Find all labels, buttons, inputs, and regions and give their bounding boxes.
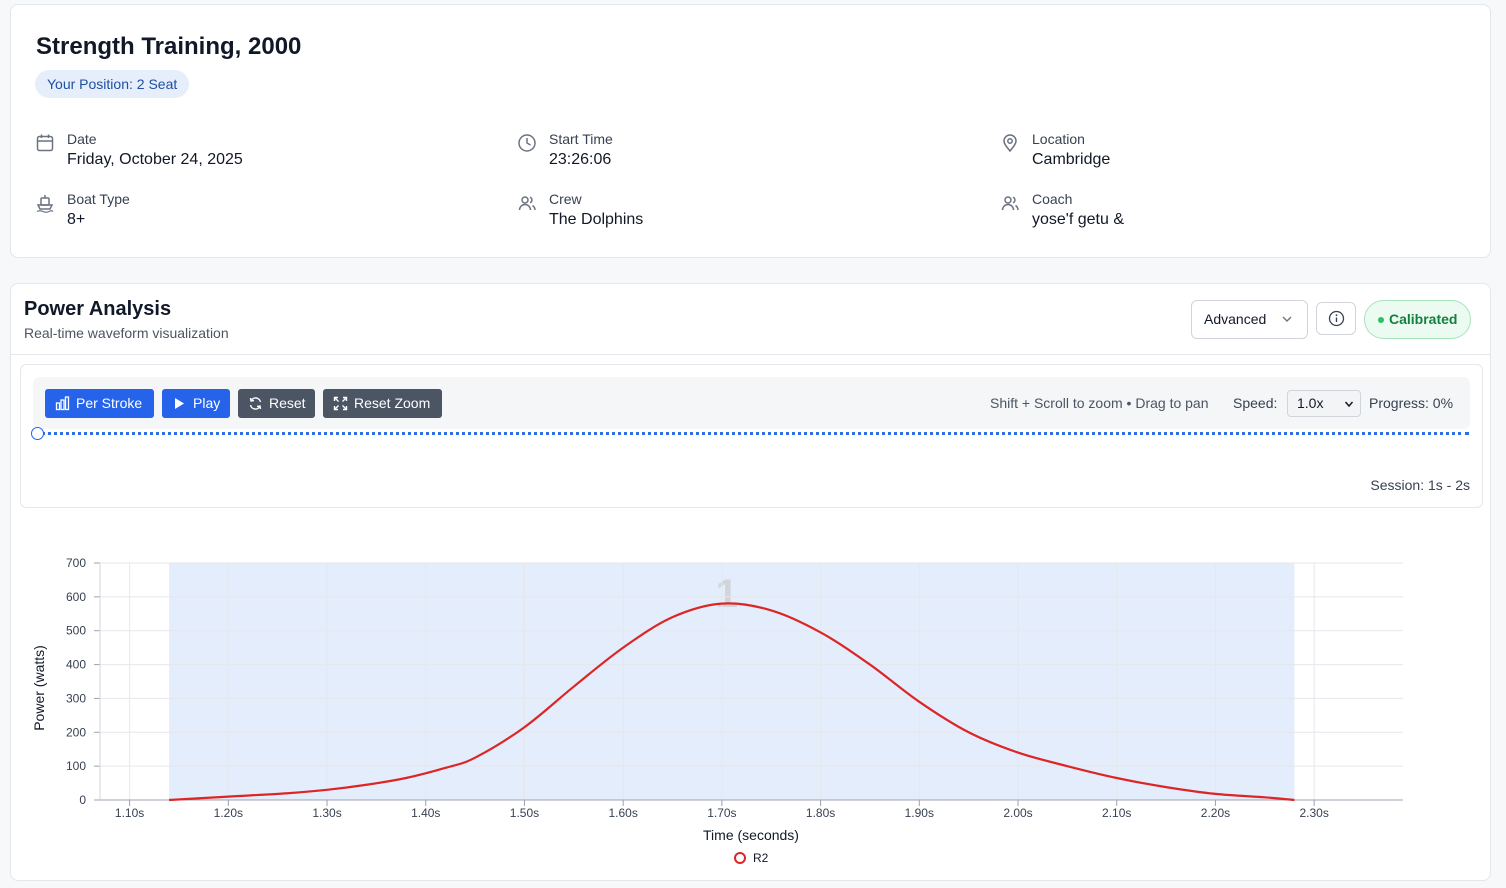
map-pin-icon: [1003, 134, 1017, 153]
y-tick-label: 200: [66, 725, 86, 739]
chevron-down-icon: [1344, 401, 1354, 408]
playback-controls: Per Stroke Play Reset: [20, 364, 1483, 508]
reset-label: Reset: [269, 395, 306, 411]
users-icon: [1001, 196, 1019, 211]
mode-select[interactable]: Advanced: [1191, 300, 1308, 339]
legend[interactable]: R2: [734, 851, 769, 865]
reset-button[interactable]: Reset: [238, 389, 315, 418]
x-tick-label: 1.60s: [608, 806, 637, 820]
status-dot-icon: [1378, 317, 1384, 323]
mode-select-value: Advanced: [1204, 311, 1267, 327]
power-analysis-card: Power Analysis Real-time waveform visual…: [10, 283, 1491, 881]
y-tick-label: 100: [66, 759, 86, 773]
status-badge-label: Calibrated: [1389, 311, 1458, 327]
progress-thumb[interactable]: [31, 427, 44, 440]
power-chart[interactable]: 1 0 100 200 300 400 500 600 700 1.10s 1.20s 1.30s 1…: [11, 540, 1490, 880]
y-tick-label: 0: [79, 793, 86, 807]
info-value: yose'f getu &: [1032, 211, 1124, 228]
stroke-number-label: 1: [716, 572, 738, 616]
info-label: Start Time: [549, 131, 613, 147]
y-axis-label: Power (watts): [31, 645, 47, 731]
users-icon: [518, 196, 536, 211]
info-label: Location: [1032, 131, 1085, 147]
y-tick-label: 500: [66, 624, 86, 638]
y-tick-label: 700: [66, 556, 86, 570]
calendar-icon: [36, 134, 54, 152]
y-tick-label: 400: [66, 658, 86, 672]
session-card: Strength Training, 2000 Your Position: 2…: [10, 4, 1491, 258]
x-tick-label: 1.80s: [806, 806, 835, 820]
x-tick-label: 1.10s: [115, 806, 144, 820]
x-tick-label: 2.20s: [1201, 806, 1230, 820]
x-tick-label: 1.20s: [214, 806, 243, 820]
divider: [11, 354, 1490, 355]
y-tick-label: 600: [66, 590, 86, 604]
x-tick-label: 2.30s: [1299, 806, 1328, 820]
play-icon: [175, 398, 184, 409]
page-title: Strength Training, 2000: [36, 33, 302, 60]
progress-label: Progress: 0%: [1369, 395, 1454, 411]
info-label: Coach: [1032, 191, 1073, 207]
x-tick-label: 1.30s: [312, 806, 341, 820]
x-tick-label: 2.00s: [1003, 806, 1032, 820]
legend-marker-r2: [734, 852, 746, 864]
play-button[interactable]: Play: [162, 389, 230, 418]
zoom-hint: Shift + Scroll to zoom • Drag to pan: [990, 395, 1209, 411]
boat-icon: [36, 195, 54, 213]
info-button[interactable]: [1316, 302, 1356, 335]
bar-chart-icon: [55, 396, 70, 411]
info-label: Date: [67, 131, 97, 147]
section-title: Power Analysis: [24, 298, 172, 320]
speed-select[interactable]: 1.0x: [1287, 390, 1361, 417]
position-badge: Your Position: 2 Seat: [35, 70, 190, 98]
section-subtitle: Real-time waveform visualization: [24, 325, 229, 341]
reset-zoom-label: Reset Zoom: [354, 395, 431, 411]
info-label: Boat Type: [67, 191, 130, 207]
toolbar: Per Stroke Play Reset: [33, 377, 1470, 429]
info-value: Friday, October 24, 2025: [67, 151, 243, 168]
x-tick-label: 1.70s: [707, 806, 736, 820]
info-value: Cambridge: [1032, 151, 1111, 168]
maximize-icon: [333, 396, 348, 411]
refresh-icon: [249, 397, 262, 410]
x-tick-label: 1.50s: [510, 806, 539, 820]
speed-select-value: 1.0x: [1297, 395, 1324, 411]
x-axis-label: Time (seconds): [703, 827, 799, 843]
progress-slider[interactable]: [31, 427, 1469, 440]
speed-label: Speed:: [1233, 395, 1278, 411]
legend-label: R2: [753, 851, 769, 865]
session-range: Session: 1s - 2s: [1370, 477, 1470, 493]
x-tick-label: 2.10s: [1102, 806, 1131, 820]
chevron-down-icon: [1282, 316, 1292, 322]
play-label: Play: [193, 395, 221, 411]
x-tick-label: 1.40s: [411, 806, 440, 820]
status-badge: Calibrated: [1364, 300, 1471, 339]
reset-zoom-button[interactable]: Reset Zoom: [323, 389, 442, 418]
info-label: Crew: [549, 191, 582, 207]
per-stroke-button[interactable]: Per Stroke: [45, 389, 154, 418]
clock-icon: [518, 134, 536, 152]
per-stroke-label: Per Stroke: [76, 395, 143, 411]
info-value: 8+: [67, 211, 86, 228]
x-tick-label: 1.90s: [905, 806, 934, 820]
info-value: The Dolphins: [549, 211, 644, 228]
info-icon: [1328, 310, 1345, 327]
y-tick-label: 300: [66, 691, 86, 705]
series-line-r2[interactable]: [169, 602, 1295, 802]
info-value: 23:26:06: [549, 151, 612, 168]
